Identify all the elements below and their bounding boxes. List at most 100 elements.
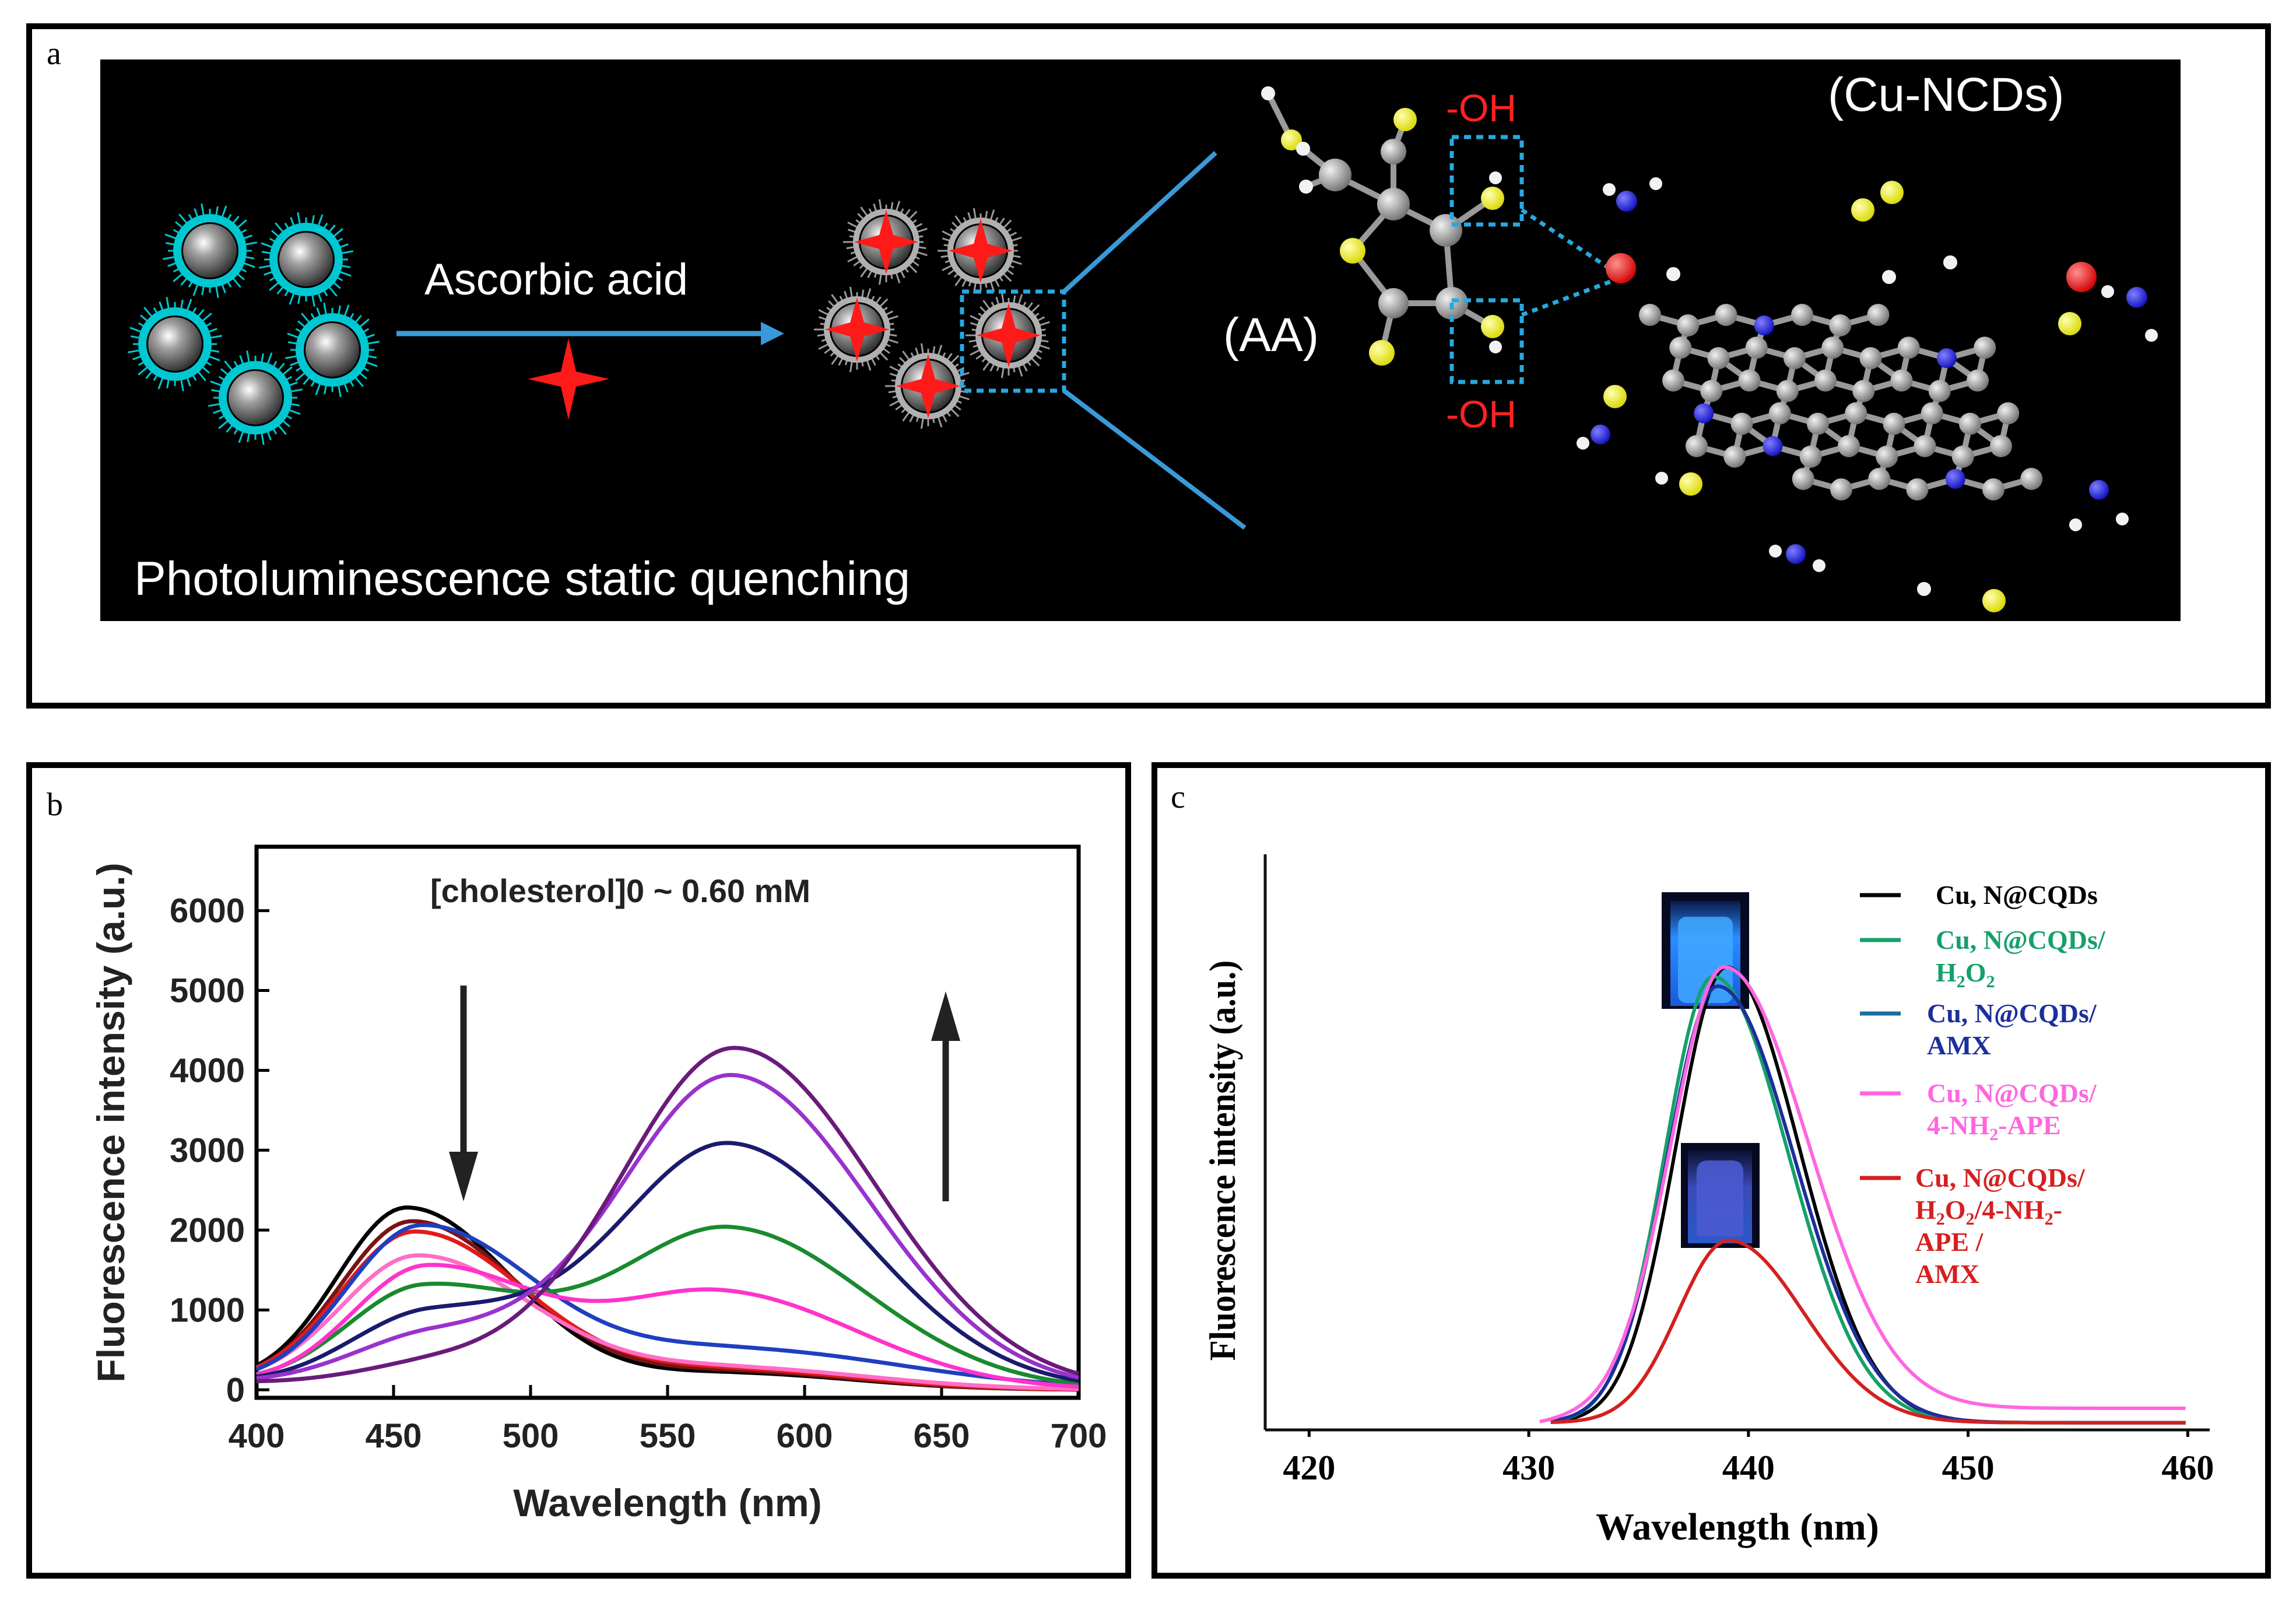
y-tick-label: 3000 (170, 1131, 245, 1169)
ascorbic-star-icon (528, 338, 609, 420)
down-arrow-head (449, 1152, 478, 1201)
atom (1928, 380, 1951, 402)
atom (1603, 385, 1627, 408)
atom (1481, 187, 1504, 210)
atom (1786, 544, 1806, 564)
h-bond-bottom (1521, 278, 1616, 317)
y-tick-label: 6000 (170, 892, 245, 930)
atom (1914, 435, 1936, 457)
atom (1982, 589, 2006, 612)
atom (1649, 177, 1662, 190)
atom (2116, 513, 2129, 525)
atom (1821, 336, 1844, 359)
atom (1377, 188, 1410, 220)
atom (1768, 402, 1791, 425)
quenched-particle (938, 208, 1022, 294)
atom (1707, 347, 1730, 370)
atom (1319, 159, 1351, 191)
atom (2126, 287, 2147, 308)
chart-b-xlabel: Wavelength (nm) (513, 1481, 821, 1524)
atom (1876, 446, 1898, 468)
atom (1776, 380, 1799, 402)
legend-item-4: Cu, N@CQDs/ 4-NH2-APE (1860, 1078, 2097, 1144)
vial-dim-image (1681, 1143, 1760, 1248)
x-tick-label: 500 (503, 1417, 559, 1455)
spectrum-line (256, 1141, 1079, 1383)
particle-shell (173, 214, 247, 287)
atom (1616, 191, 1637, 212)
x-tick-label: 450 (1942, 1449, 1995, 1487)
x-tick-label: 450 (366, 1417, 422, 1455)
x-tick-label: 460 (2161, 1449, 2214, 1487)
cu-ncd-particles (127, 203, 380, 446)
panel-c: c 420 430 440 450 460 Cu, N@CQDs Cu, N@CQDs/ (1151, 762, 2271, 1579)
atom (1868, 468, 1891, 490)
quenched-particle (814, 286, 898, 373)
legend-label-line2: H2O2 (1936, 958, 1995, 991)
particle-shell (138, 307, 212, 381)
atom (1677, 314, 1700, 336)
atom (2069, 518, 2082, 531)
cyan-particle (285, 302, 380, 398)
atom (2145, 329, 2158, 342)
quenched-particle (843, 199, 928, 285)
atom (1369, 340, 1395, 366)
atom (1754, 315, 1774, 335)
y-tick-label: 0 (226, 1371, 245, 1409)
atom (1763, 436, 1783, 456)
atom (1723, 446, 1746, 468)
atom (1967, 369, 1989, 392)
chart-b-series (255, 1046, 1079, 1392)
zoom-line-bottom (1062, 388, 1247, 530)
star-icon (854, 210, 918, 274)
spectrum-line (1539, 965, 2186, 1423)
atom (1489, 171, 1502, 184)
panel-a: a Ascorbic acid -OH -OH (AA) (Cu-NCDs) P… (26, 23, 2271, 709)
atom (1296, 142, 1310, 156)
star-icon (825, 297, 889, 362)
x-tick-label: 700 (1051, 1417, 1107, 1455)
spectrum-line (256, 1073, 1079, 1380)
atom (1669, 336, 1692, 359)
legend-label: Cu, N@CQDs/ (1927, 998, 2097, 1028)
atom (1666, 267, 1680, 281)
atom (1807, 412, 1829, 435)
atom (1393, 108, 1417, 131)
star-icon (977, 303, 1041, 367)
atom (1951, 446, 1974, 468)
aa-label: (AA) (1223, 308, 1319, 362)
panel-a-label: a (47, 36, 61, 72)
star-icon (896, 354, 960, 418)
x-tick-label: 400 (229, 1417, 285, 1455)
x-tick-label: 650 (914, 1417, 970, 1455)
chart-b-ylabel: Fluorescence intensity (a.u.) (89, 862, 132, 1382)
atom (1281, 129, 1302, 150)
atom (1679, 472, 1702, 496)
atom (1917, 582, 1931, 596)
oh-label-top: -OH (1446, 86, 1516, 129)
atom (1897, 336, 1920, 359)
atom (1261, 86, 1275, 100)
atom (1489, 341, 1502, 353)
chart-c-axes (1263, 854, 2210, 1432)
legend-label: Cu, N@CQDs/ (1927, 1078, 2097, 1108)
star-icon (949, 219, 1013, 283)
atom (1430, 214, 1462, 247)
legend-label: Cu, N@CQDs/ (1936, 925, 2106, 955)
particle-core (279, 233, 333, 286)
quenched-particle (966, 292, 1050, 378)
atom (1792, 468, 1814, 490)
legend-label-line2: 4-NH2-APE (1927, 1110, 2061, 1144)
legend-label-line3: APE / (1915, 1227, 1984, 1257)
atom (1606, 253, 1636, 283)
spectrum-line (255, 1223, 1079, 1387)
atom (1694, 403, 1714, 423)
atom (1959, 412, 1981, 435)
atom (1906, 478, 1929, 501)
atom (1381, 139, 1406, 164)
cu-ncds-label: (Cu-NCDs) (1828, 68, 2064, 121)
y-tick-label: 1000 (170, 1291, 245, 1329)
vial-bright-image (1662, 892, 1749, 1009)
zoom-line-top (1062, 151, 1217, 293)
atom (2058, 312, 2081, 335)
